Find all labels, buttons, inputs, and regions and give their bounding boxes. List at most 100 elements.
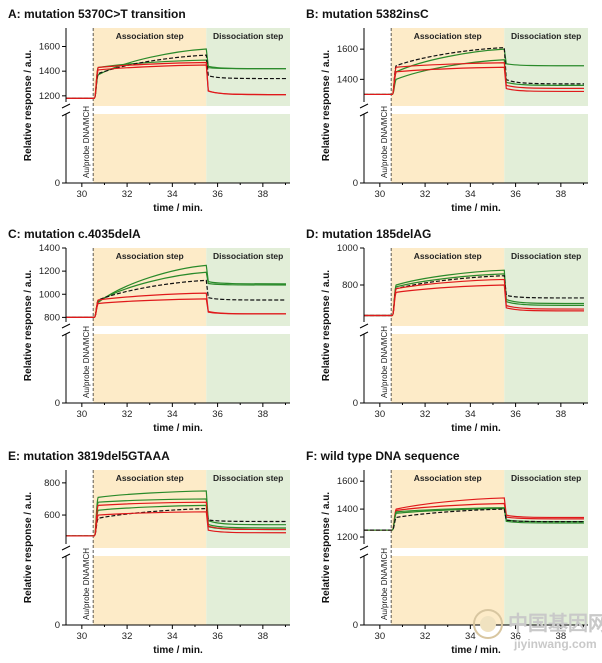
x-tick-label: 32	[122, 189, 133, 200]
dissociation-region	[206, 470, 290, 625]
y-tick-label: 1400	[39, 243, 60, 254]
axis-break-mark	[61, 331, 71, 337]
x-tick-label: 38	[258, 409, 269, 420]
axis-break-mark	[61, 111, 71, 117]
injection-label: Au/probe DNA/MCH	[380, 326, 389, 398]
series-line	[66, 279, 287, 318]
axis-break-band	[58, 106, 292, 114]
x-tick-label: 34	[167, 189, 178, 200]
y-tick-label: 1000	[39, 289, 60, 300]
x-tick-label: 38	[258, 631, 269, 642]
y-tick-label: 800	[44, 478, 60, 489]
x-axis-label: time / min.	[451, 203, 501, 214]
chart-panel: Association step Dissociation step Au/prob…	[8, 227, 292, 434]
association-step-label: Association step	[116, 31, 184, 41]
panel-title: E: mutation 3819del5GTAAA	[8, 449, 170, 463]
y-tick-label: 1400	[337, 74, 358, 85]
association-region	[391, 248, 505, 403]
x-axis-label: time / min.	[153, 645, 203, 656]
y-tick-label: 0	[55, 398, 60, 409]
dissociation-region	[206, 28, 290, 183]
series-line	[364, 507, 585, 531]
y-axis-label: Relative response / a.u.	[321, 270, 332, 381]
y-axis-label: Relative response / a.u.	[23, 492, 34, 603]
dissociation-step-label: Dissociation step	[511, 251, 581, 261]
injection-label: Au/probe DNA/MCH	[380, 548, 389, 620]
x-tick-label: 38	[258, 189, 269, 200]
y-tick-label: 0	[353, 620, 358, 631]
x-axis-label: time / min.	[153, 423, 203, 434]
y-axis-label: Relative response / a.u.	[321, 492, 332, 603]
injection-label: Au/probe DNA/MCH	[380, 106, 389, 178]
axis-break-mark	[61, 553, 71, 559]
x-tick-label: 36	[212, 631, 223, 642]
y-tick-label: 1000	[337, 243, 358, 254]
panel-title: A: mutation 5370C>T transition	[8, 7, 186, 21]
chart-panel: Association step Dissociation step Au/prob…	[8, 7, 292, 214]
series-line	[364, 284, 585, 317]
series-line	[364, 47, 585, 96]
injection-label: Au/probe DNA/MCH	[82, 326, 91, 398]
axis-break-mark	[359, 545, 369, 551]
dissociation-region	[504, 470, 588, 625]
y-tick-label: 1200	[39, 91, 60, 102]
axis-break-mark	[359, 553, 369, 559]
series-line	[66, 64, 287, 99]
association-region	[93, 248, 207, 403]
x-tick-label: 36	[212, 409, 223, 420]
x-tick-label: 32	[420, 189, 431, 200]
axis-break-band	[58, 326, 292, 334]
axis-break-band	[356, 106, 590, 114]
axis-break-band	[356, 548, 590, 556]
axis-break-mark	[61, 545, 71, 551]
x-tick-label: 30	[77, 409, 88, 420]
axis-break-mark	[359, 111, 369, 117]
x-tick-label: 38	[556, 631, 567, 642]
x-tick-label: 34	[465, 409, 476, 420]
x-tick-label: 36	[510, 409, 521, 420]
dissociation-region	[206, 248, 290, 403]
x-tick-label: 30	[375, 631, 386, 642]
x-tick-label: 32	[420, 631, 431, 642]
chart-panel: Association step Dissociation step Au/prob…	[306, 449, 590, 656]
series-line	[364, 66, 585, 96]
panel-title: D: mutation 185delAG	[306, 227, 431, 241]
x-tick-label: 34	[465, 189, 476, 200]
dissociation-region	[504, 248, 588, 403]
association-region	[391, 28, 505, 183]
x-tick-label: 30	[77, 631, 88, 642]
x-tick-label: 30	[77, 189, 88, 200]
series-line	[66, 298, 287, 318]
series-line	[66, 511, 287, 537]
x-tick-label: 34	[167, 409, 178, 420]
association-region	[93, 28, 207, 183]
association-step-label: Association step	[116, 473, 184, 483]
x-tick-label: 34	[167, 631, 178, 642]
x-tick-label: 32	[420, 409, 431, 420]
x-tick-label: 32	[122, 631, 133, 642]
dissociation-step-label: Dissociation step	[213, 251, 283, 261]
association-step-label: Association step	[116, 251, 184, 261]
y-axis-label: Relative response / a.u.	[23, 50, 34, 161]
y-tick-label: 1400	[39, 66, 60, 77]
x-tick-label: 30	[375, 189, 386, 200]
x-tick-label: 36	[212, 189, 223, 200]
y-tick-label: 800	[342, 280, 358, 291]
watermark: 中国基因网 jiyinwang.com	[473, 609, 602, 651]
watermark-chinese-text: 中国基因网	[508, 611, 602, 635]
panel-title: B: mutation 5382insC	[306, 7, 429, 21]
axis-break-band	[58, 548, 292, 556]
x-tick-label: 32	[122, 409, 133, 420]
axis-break-mark	[61, 103, 71, 109]
x-axis-label: time / min.	[451, 645, 501, 656]
y-tick-label: 1600	[337, 476, 358, 487]
watermark-latin-text: jiyinwang.com	[513, 637, 597, 651]
x-tick-label: 38	[556, 189, 567, 200]
association-region	[391, 470, 505, 625]
axis-break-mark	[359, 331, 369, 337]
watermark-logo-icon	[480, 616, 496, 632]
watermark-logo-icon	[473, 609, 503, 639]
y-tick-label: 1600	[39, 42, 60, 53]
x-tick-label: 36	[510, 631, 521, 642]
